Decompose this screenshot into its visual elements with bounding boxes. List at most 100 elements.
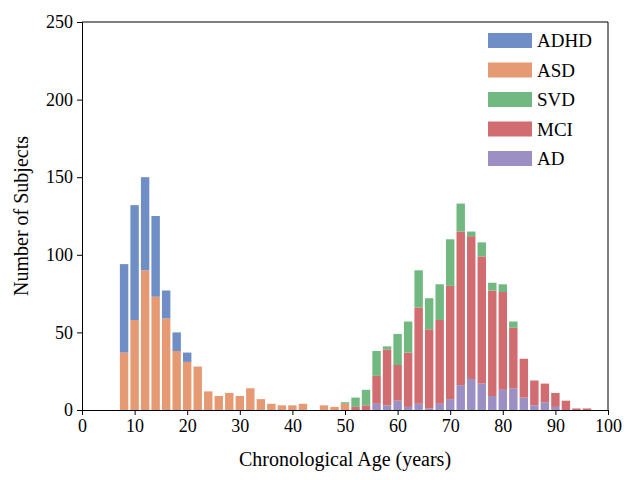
bar-segment: [236, 396, 244, 397]
bar-segment: [488, 290, 496, 396]
bar-segment: [120, 264, 128, 265]
legend-swatch: [488, 63, 532, 78]
bar-segment: [172, 332, 180, 333]
bar-segment: [151, 216, 159, 217]
bar-segment: [204, 391, 212, 392]
tick-mark: [608, 410, 609, 415]
bar-segment: [309, 410, 317, 411]
tick-mark: [345, 410, 346, 415]
bar-segment: [257, 399, 265, 400]
tick-mark: [398, 410, 399, 415]
chart: 0102030405060708090100050100150200250Chr…: [0, 0, 640, 480]
legend-swatch: [488, 92, 532, 107]
bar-segment: [236, 396, 244, 397]
bar-segment: [257, 399, 265, 410]
bar-segment: [457, 232, 465, 386]
bar-segment: [499, 390, 507, 410]
tick-mark: [77, 22, 82, 23]
bar-segment: [246, 388, 254, 389]
bar-segment: [425, 408, 433, 410]
x-axis: 0102030405060708090100: [78, 410, 622, 436]
bar-segment: [120, 264, 128, 265]
tick-mark: [503, 410, 504, 415]
bar-segment: [120, 353, 128, 410]
bar-segment: [130, 205, 138, 206]
y-axis-label: Number of Subjects: [10, 136, 33, 296]
plot-area: 0102030405060708090100050100150200250: [46, 12, 622, 436]
tick: 90: [547, 410, 565, 436]
tick: 60: [389, 410, 407, 436]
bar-segment: [383, 405, 391, 410]
legend-swatch: [488, 151, 532, 166]
bar-segment: [320, 405, 328, 406]
tick-label: 20: [179, 416, 197, 436]
bar-segment: [414, 270, 422, 307]
tick: 80: [494, 410, 512, 436]
frame: [608, 22, 609, 410]
bar-segment: [551, 407, 559, 410]
tick-mark: [135, 410, 136, 415]
bar-segment: [309, 410, 317, 411]
bar-segment: [320, 405, 328, 406]
bar-segment: [362, 405, 370, 410]
bar-segment: [151, 216, 159, 217]
bar-segment: [541, 383, 549, 384]
bar-segment: [120, 264, 128, 265]
bar-segment: [204, 391, 212, 392]
bar-segment: [551, 392, 559, 393]
bar-segment: [351, 407, 359, 410]
tick-label: 90: [547, 416, 565, 436]
bar-segment: [288, 405, 296, 406]
bar-segment: [267, 403, 275, 404]
tick-label: 50: [337, 416, 355, 436]
bar-segment: [172, 332, 180, 333]
bar-segment: [278, 405, 286, 406]
bar-segment: [520, 358, 528, 359]
bar-segment: [446, 239, 454, 286]
bar-segment: [204, 391, 212, 410]
bar-segment: [225, 392, 233, 393]
bar-segment: [204, 391, 212, 392]
axis-line: [83, 411, 609, 416]
bar-segment: [299, 403, 307, 404]
bar-segment: [288, 405, 296, 410]
bar-segment: [488, 283, 496, 291]
tick-mark: [77, 177, 82, 178]
tick-label: 50: [55, 323, 73, 343]
tick-label: 10: [126, 416, 144, 436]
bar-segment: [267, 403, 275, 404]
bar-segment: [467, 379, 475, 410]
tick-label: 60: [389, 416, 407, 436]
bar-segment: [309, 410, 317, 411]
bar-segment: [488, 396, 496, 410]
tick-mark: [450, 410, 451, 415]
tick-mark: [187, 410, 188, 415]
bar-segment: [478, 242, 486, 256]
bar-segment: [194, 366, 202, 367]
tick-label: 0: [78, 416, 87, 436]
bar-segment: [393, 401, 401, 410]
bar-segment: [130, 205, 138, 206]
bar-segment: [225, 392, 233, 393]
tick: 250: [46, 12, 82, 32]
bar-segment: [215, 396, 223, 397]
tick-label: 100: [46, 245, 73, 265]
tick: 10: [126, 410, 144, 436]
bar-segment: [288, 405, 296, 406]
bar-segment: [330, 406, 338, 407]
bar-segment: [236, 396, 244, 397]
axis-line: [77, 23, 83, 411]
x-axis-label: Chronological Age (years): [239, 448, 451, 471]
bar-segment: [141, 177, 149, 178]
bar-segment: [278, 405, 286, 410]
bar-segment: [446, 399, 454, 410]
bar-segment: [141, 177, 149, 178]
bar-segment: [246, 388, 254, 410]
bar-segment: [246, 388, 254, 389]
bar-segment: [183, 352, 191, 353]
bar-segment: [393, 334, 401, 365]
bar-segment: [151, 216, 159, 297]
tick-mark: [555, 410, 556, 415]
bar-segment: [257, 399, 265, 400]
bar-segment: [151, 216, 159, 217]
